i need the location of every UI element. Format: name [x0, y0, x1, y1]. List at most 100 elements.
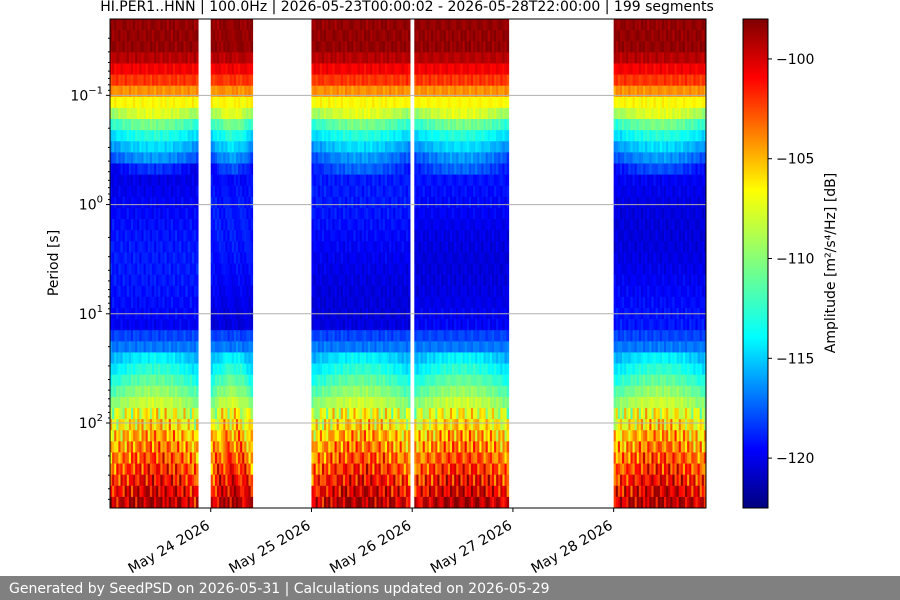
heatmap-cell [242, 96, 245, 109]
heatmap-cell [139, 219, 142, 231]
heatmap-cell [384, 163, 388, 175]
heatmap-cell [145, 63, 149, 75]
heatmap-cell [110, 74, 113, 87]
heatmap-cell [357, 30, 361, 42]
heatmap-cell [154, 430, 157, 442]
heatmap-cell [158, 230, 161, 242]
heatmap-cell [160, 96, 163, 109]
heatmap-cell [233, 441, 237, 453]
heatmap-cell [212, 30, 216, 42]
heatmap-cell [246, 296, 249, 309]
heatmap-cell [374, 119, 377, 131]
heatmap-cell [170, 330, 174, 342]
heatmap-cell [315, 407, 319, 420]
heatmap-cell [160, 63, 163, 75]
heatmap-cell [357, 63, 361, 75]
heatmap-cell [401, 452, 405, 464]
heatmap-cell [321, 341, 325, 353]
heatmap-cell [405, 396, 409, 409]
heatmap-cell [135, 274, 138, 287]
heatmap-cell [355, 41, 359, 53]
heatmap-cell [147, 330, 151, 342]
heatmap-cell [374, 163, 377, 175]
heatmap-cell [231, 341, 235, 353]
heatmap-cell [380, 419, 384, 431]
heatmap-cell [133, 496, 136, 508]
heatmap-cell [328, 152, 331, 164]
heatmap-cell [170, 352, 174, 364]
heatmap-cell [244, 407, 247, 420]
heatmap-cell [191, 185, 195, 198]
heatmap-cell [193, 130, 197, 142]
heatmap-cell [175, 341, 178, 353]
heatmap-cell [328, 119, 331, 131]
heatmap-cell [149, 107, 153, 120]
heatmap-cell [162, 396, 165, 409]
heatmap-cell [399, 385, 403, 398]
heatmap-cell [321, 107, 325, 120]
heatmap-cell [210, 196, 214, 209]
heatmap-cell [361, 19, 365, 31]
heatmap-cell [168, 352, 172, 364]
heatmap-cell [351, 119, 354, 131]
heatmap-cell [401, 119, 405, 131]
heatmap-cell [326, 174, 329, 187]
heatmap-cell [118, 263, 121, 276]
heatmap-cell [418, 330, 421, 342]
heatmap-cell [330, 30, 333, 42]
heatmap-cell [378, 219, 382, 231]
heatmap-cell [217, 119, 220, 131]
heatmap-cell [363, 452, 367, 464]
heatmap-cell [403, 30, 407, 42]
heatmap-cell [240, 407, 243, 420]
heatmap-cell [246, 141, 249, 153]
heatmap-cell [177, 452, 180, 464]
heatmap-cell [361, 363, 365, 376]
heatmap-cell [177, 41, 180, 53]
heatmap-cell [342, 385, 346, 398]
heatmap-cell [351, 152, 354, 164]
heatmap-cell [376, 285, 380, 298]
heatmap-cell [179, 263, 182, 276]
heatmap-cell [141, 130, 144, 142]
heatmap-cell [324, 396, 327, 409]
heatmap-cell [351, 352, 354, 364]
heatmap-cell [193, 285, 197, 298]
heatmap-cell [112, 374, 115, 387]
heatmap-cell [359, 63, 363, 75]
heatmap-cell [137, 263, 140, 276]
heatmap-cell [225, 430, 228, 442]
heatmap-cell [187, 363, 191, 376]
heatmap-cell [137, 85, 140, 98]
heatmap-cell [149, 285, 153, 298]
heatmap-cell [225, 474, 228, 487]
heatmap-cell [416, 85, 419, 98]
heatmap-cell [397, 374, 401, 387]
heatmap-cell [158, 296, 161, 309]
heatmap-cell [166, 152, 170, 164]
heatmap-cell [340, 319, 344, 331]
heatmap-cell [217, 96, 220, 109]
heatmap-cell [110, 430, 113, 442]
heatmap-cell [393, 52, 396, 64]
heatmap-cell [405, 407, 409, 420]
heatmap-cell [193, 452, 197, 464]
heatmap-cell [181, 263, 184, 276]
heatmap-cell [359, 452, 363, 464]
heatmap-cell [124, 263, 128, 276]
heatmap-cell [221, 41, 224, 53]
heatmap-cell [374, 96, 377, 109]
heatmap-cell [319, 363, 323, 376]
heatmap-cell [355, 374, 359, 387]
heatmap-cell [378, 130, 382, 142]
heatmap-cell [177, 441, 180, 453]
heatmap-cell [185, 63, 189, 75]
heatmap-cell [126, 396, 130, 409]
heatmap-cell [118, 463, 121, 476]
heatmap-cell [244, 174, 247, 187]
heatmap-cell [334, 485, 338, 498]
heatmap-cell [217, 141, 220, 153]
heatmap-cell [391, 419, 394, 431]
heatmap-cell [355, 96, 359, 109]
heatmap-cell [112, 296, 115, 309]
